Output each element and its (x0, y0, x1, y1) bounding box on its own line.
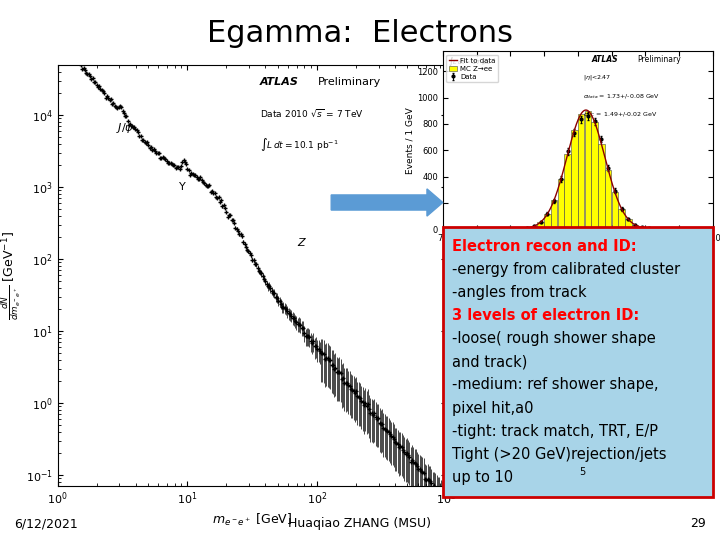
Text: 3 levels of electron ID:: 3 levels of electron ID: (452, 308, 639, 323)
Text: $J/\psi$: $J/\psi$ (115, 121, 134, 135)
Fit to data (667, 226, 675, 232)
Bar (639, 227, 645, 230)
Y-axis label: Events / 1 GeV: Events / 1 GeV (405, 107, 414, 174)
Legend: Fit to data, MC Z→ee, Data: Fit to data, MC Z→ee, Data (446, 55, 498, 83)
Fit to data (600, 152, 608, 159)
Text: pixel hit,a0: pixel hit,a0 (452, 401, 534, 416)
Text: $\sigma_{data}$ = 1.73+/-0.08 GeV: $\sigma_{data}$ = 1.73+/-0.08 GeV (583, 92, 660, 101)
Text: $\int L\,dt = 10.1\ \mathrm{pb}^{-1}$: $\int L\,dt = 10.1\ \mathrm{pb}^{-1}$ (260, 137, 338, 153)
Bar (612, 192, 618, 230)
Text: ATLAS: ATLAS (591, 55, 618, 64)
Text: -angles from track: -angles from track (452, 285, 587, 300)
Text: $\sigma_{MC}$ = 1.49+/-0.02 GeV: $\sigma_{MC}$ = 1.49+/-0.02 GeV (583, 110, 657, 119)
Bar (591, 122, 598, 230)
Bar (558, 179, 564, 230)
Text: Huaqiao ZHANG (MSU): Huaqiao ZHANG (MSU) (289, 517, 431, 530)
Text: 5: 5 (579, 467, 585, 477)
Bar (605, 170, 611, 230)
Text: $\int L\,dt = 37\ \mathrm{pb}^{-1}$: $\int L\,dt = 37\ \mathrm{pb}^{-1}$ (448, 55, 498, 68)
Fit to data (605, 169, 613, 176)
Bar (564, 154, 571, 230)
Bar (544, 214, 551, 230)
Text: Electron recon and ID:: Electron recon and ID: (452, 239, 637, 254)
Bar (551, 200, 557, 230)
Fit to data (581, 107, 590, 113)
Text: -loose( rough shower shape: -loose( rough shower shape (452, 331, 656, 346)
X-axis label: $m_{e^-e^+}$ [GeV]: $m_{e^-e^+}$ [GeV] (212, 511, 292, 528)
Text: 6/12/2021: 6/12/2021 (14, 517, 78, 530)
Bar (531, 226, 537, 230)
Bar (598, 144, 605, 230)
Text: |$\eta$|<2.47: |$\eta$|<2.47 (583, 73, 612, 82)
Text: 29: 29 (690, 517, 706, 530)
Bar (578, 114, 585, 230)
Bar (571, 130, 577, 230)
Text: Tight (>20 GeV)rejection/jets: Tight (>20 GeV)rejection/jets (452, 447, 667, 462)
Bar (625, 219, 631, 230)
Bar (618, 209, 625, 230)
Fit to data (684, 226, 693, 232)
Bar (632, 225, 639, 230)
Bar (517, 228, 523, 230)
Text: Preliminary: Preliminary (318, 77, 382, 87)
Text: $\Upsilon$: $\Upsilon$ (178, 180, 187, 192)
Bar (524, 228, 531, 230)
Y-axis label: $\frac{dN}{dm_{e^-e^+}}$ [GeV$^{-1}$]: $\frac{dN}{dm_{e^-e^+}}$ [GeV$^{-1}$] (0, 231, 23, 320)
Bar (537, 222, 544, 230)
Text: -tight: track match, TRT, E/P: -tight: track match, TRT, E/P (452, 424, 658, 438)
X-axis label: $M_{ee}$ [GeV]: $M_{ee}$ [GeV] (555, 246, 600, 259)
Text: Preliminary: Preliminary (637, 55, 681, 64)
Fit to data (438, 226, 447, 232)
Bar (585, 111, 591, 230)
Text: Egamma:  Electrons: Egamma: Electrons (207, 19, 513, 48)
Text: ATLAS: ATLAS (260, 77, 299, 87)
Text: Data 2010 $\sqrt{s}$ = 7 TeV: Data 2010 $\sqrt{s}$ = 7 TeV (260, 107, 364, 119)
Fit to data (439, 226, 448, 232)
Text: -energy from calibrated cluster: -energy from calibrated cluster (452, 262, 680, 277)
Text: $Z$: $Z$ (297, 237, 307, 248)
Text: up to 10: up to 10 (452, 470, 513, 485)
Bar (645, 228, 652, 230)
Fit to data (708, 226, 717, 232)
Text: and track): and track) (452, 354, 528, 369)
Line: Fit to data: Fit to data (443, 110, 713, 229)
Text: -medium: ref shower shape,: -medium: ref shower shape, (452, 377, 659, 393)
Fit to data (599, 148, 608, 155)
